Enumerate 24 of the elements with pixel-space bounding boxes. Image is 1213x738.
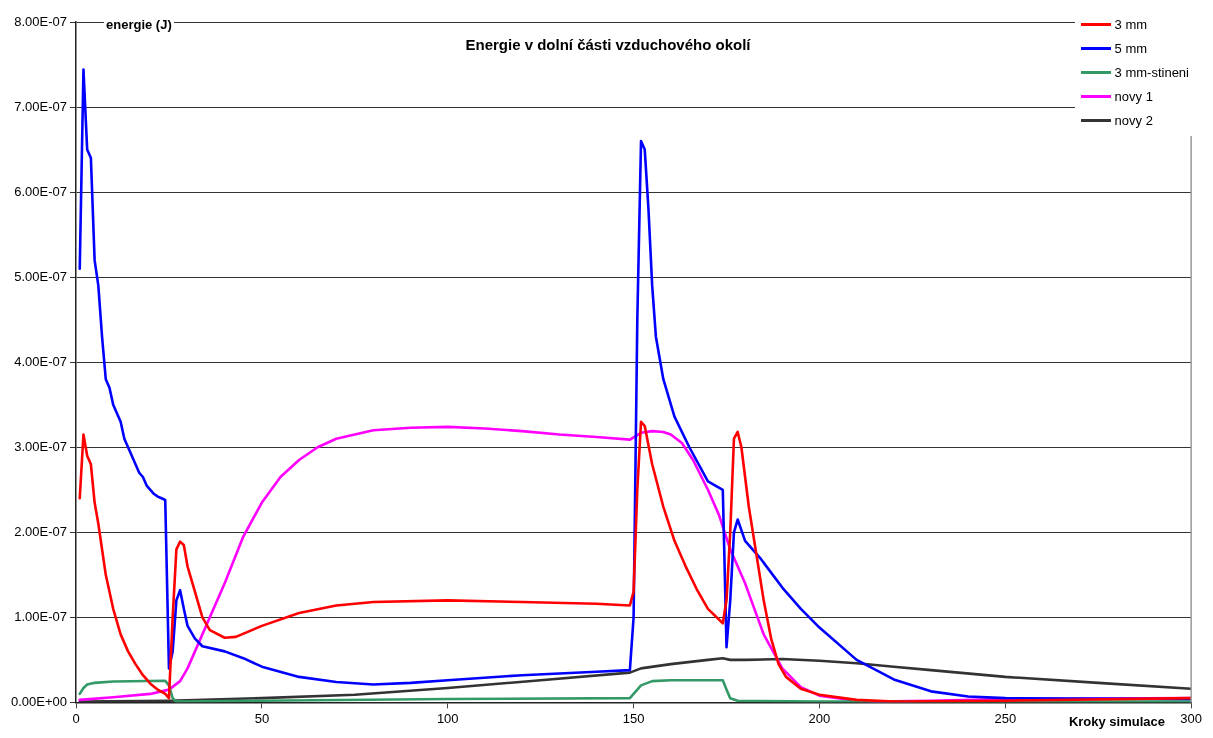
x-tick-label: 100	[436, 710, 459, 726]
x-tick-label: 300	[1180, 710, 1203, 726]
y-tick-label: 1.00E-07	[14, 608, 68, 624]
y-axis-title: energie (J)	[104, 17, 174, 32]
x-tick-label: 200	[808, 710, 831, 726]
legend-label: 3 mm-stineni	[1114, 64, 1189, 80]
legend-label: novy 1	[1114, 88, 1153, 104]
x-tick-label: 150	[622, 710, 645, 726]
legend-label: 5 mm	[1114, 40, 1148, 56]
y-tick-label: 7.00E-07	[14, 98, 68, 114]
text: Energie v dolní části vzduchového okolí	[464, 36, 752, 53]
y-tick-label: 3.00E-07	[14, 438, 68, 454]
y-tick-label: 8.00E-07	[14, 13, 68, 29]
x-tick-label: 250	[994, 710, 1017, 726]
y-tick-label: 5.00E-07	[14, 268, 68, 284]
y-tick-label: 0.00E+00	[10, 693, 68, 709]
legend-label: novy 2	[1114, 112, 1153, 128]
x-tick-label: 0	[72, 710, 80, 726]
x-tick-label: 50	[254, 710, 270, 726]
y-tick-label: 4.00E-07	[14, 353, 68, 369]
y-tick-label: 2.00E-07	[14, 523, 68, 539]
legend-label: 3 mm	[1114, 16, 1148, 32]
x-axis-title: Kroky simulace	[1066, 714, 1167, 729]
y-tick-label: 6.00E-07	[14, 183, 68, 199]
